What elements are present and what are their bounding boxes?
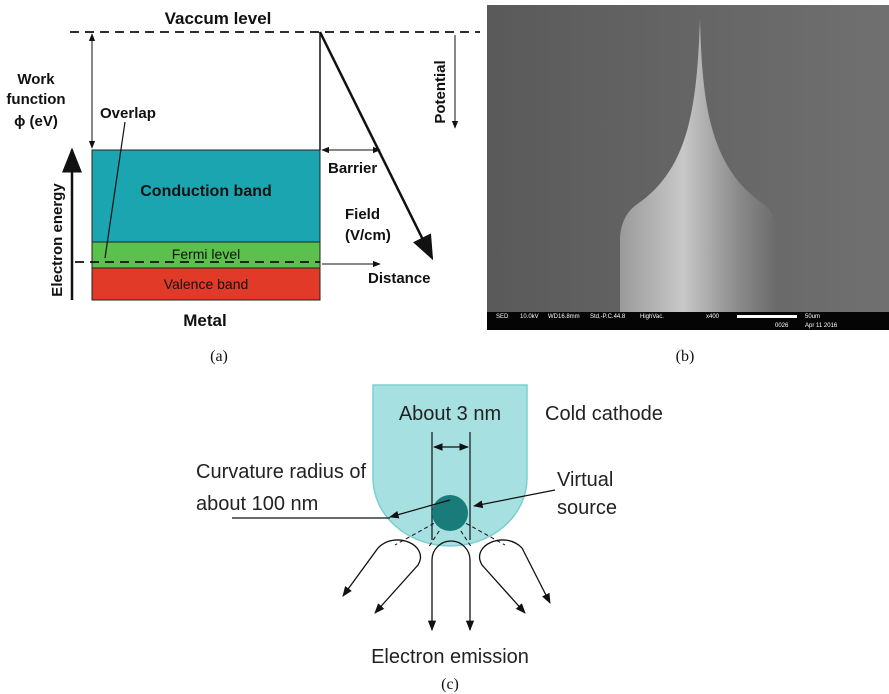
potential-slope [320,32,432,258]
cathode-label: Cold cathode [545,403,663,425]
valence-label: Valence band [164,276,249,292]
conduction-label: Conduction band [140,183,272,200]
panel-a: Vaccum level Work function ϕ (eV) Overla… [6,9,480,365]
curvature-label: Curvature radius of [196,461,367,483]
source-label: Virtual [557,469,613,491]
overlap-label: Overlap [100,105,156,122]
work-function-label: ϕ (eV) [14,113,58,130]
work-function-label: function [6,91,65,108]
barrier-label: Barrier [328,160,377,177]
curvature-label: about 100 nm [196,493,318,515]
panel-b: SED 10.0kV WD16.8mm Std.-P.C.44.8 HighVa… [487,5,889,365]
field-label: Field [345,206,380,223]
gap-label: About 3 nm [399,403,501,425]
axis-label: Electron energy [49,183,66,297]
distance-label: Distance [368,270,431,287]
caption: (c) [441,676,459,693]
source-label: source [557,497,617,519]
scale-bar [737,315,797,318]
caption: (b) [676,348,695,365]
panel-c: About 3 nm Cold cathode Curvature radius… [196,385,663,693]
emission-arrows [343,540,550,630]
field-label: (V/cm) [345,227,391,244]
metal-label: Metal [183,311,226,330]
info-text: SED [496,314,509,320]
info-text: x400 [706,314,720,320]
info-text: Std.-P.C.44.8 [590,314,626,320]
potential-label: Potential [432,60,449,123]
emission-label: Electron emission [371,646,529,668]
work-function-label: Work [17,71,55,88]
info-text: 0026 [775,323,789,329]
caption: (a) [210,348,228,365]
info-text: HighVac. [640,314,664,320]
fermi-label: Fermi level [172,246,240,262]
figure: Vaccum level Work function ϕ (eV) Overla… [0,0,889,694]
info-text: 10.0kV [520,314,539,320]
vacuum-label: Vaccum level [165,9,272,28]
info-text: WD16.8mm [548,314,580,320]
info-text: 50um [805,314,820,320]
info-text: Apr 11 2016 [805,323,838,329]
